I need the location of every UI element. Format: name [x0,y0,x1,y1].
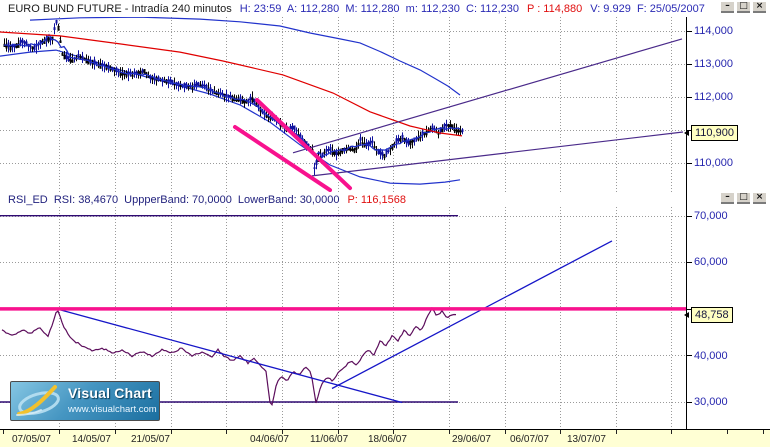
axis-tick [687,262,692,263]
date-tick [115,430,116,434]
axis-tick [687,64,692,65]
title-segment-0: EURO BUND FUTURE - Intradía 240 minutos [8,2,232,15]
rsi-value-marker: 48,758 [691,306,733,323]
price-chart-canvas[interactable] [0,17,686,192]
axis-tick [687,216,692,217]
visual-chart-swoosh-icon [16,385,60,416]
date-tick [171,430,172,434]
price-axis-label: 114,000 [694,25,733,37]
date-label: 18/06/07 [368,434,407,445]
date-tick [59,430,60,434]
title-segment-2: P : 114,880 [527,2,583,15]
date-label: 29/06/07 [452,434,491,445]
date-label: 21/05/07 [131,434,170,445]
axis-tick [687,97,692,98]
date-label: 11/06/07 [310,434,349,445]
date-tick [449,430,450,434]
date-label: 04/06/07 [250,434,289,445]
minimize-button[interactable]: – [721,193,734,204]
magenta-drawn-channel [233,98,352,192]
date-tick [671,430,672,434]
date-label: 13/07/07 [567,434,606,445]
logo-url: www.visualchart.com [68,404,157,415]
date-tick [560,430,561,434]
axis-tick [687,31,692,32]
date-tick [393,430,394,434]
axis-tick [687,355,692,356]
close-button[interactable]: × [753,2,766,13]
minimize-button[interactable]: – [721,2,734,13]
rsi-blue-trendlines [57,240,613,404]
rsi-window-controls: – □ × [721,193,766,204]
visual-chart-logo[interactable]: Visual Chart www.visualchart.com [10,381,160,421]
date-tick [226,430,227,434]
axis-tick [687,130,692,131]
rsi-axis-label: 70,000 [694,209,728,222]
bollinger-upper-band-line [29,17,461,96]
rsi-line [1,306,457,406]
logo-title: Visual Chart [68,385,152,401]
date-tick [505,430,506,434]
price-axis-label: 113,000 [694,58,733,70]
rsi-indicator-title: RSI_ED RSI: 38,4670 UppperBand: 70,0000 … [8,194,414,206]
slow-moving-average-line [0,31,463,137]
axis-tick [687,402,692,403]
fast-moving-average-line [4,33,461,159]
date-tick [282,430,283,434]
axis-tick [687,163,692,164]
purple-trend-channel [292,38,684,177]
rsi-header-bar: RSI_ED RSI: 38,4670 UppperBand: 70,0000 … [0,192,770,207]
date-label: 07/05/07 [12,434,51,445]
date-tick [763,430,764,434]
chart-area: 114,000 113,000 112,000 110,000 70,000 60,000… [0,17,770,430]
last-price-marker: 110,900 [691,125,738,142]
maximize-button[interactable]: □ [737,193,750,204]
date-label: 06/07/07 [510,434,549,445]
last-price-marker-arrow-icon [684,130,689,137]
date-label: 14/05/07 [72,434,111,445]
title-segment-3: V: 9.929 F: 25/05/2007 [590,2,705,15]
rsi-value-marker-arrow-icon [684,311,689,318]
price-gridlines [0,17,686,192]
axis-tick [687,309,692,310]
window-controls: – □ × [721,2,766,13]
close-button[interactable]: × [753,193,766,204]
date-axis: 07/05/07 14/05/07 21/05/07 04/06/07 11/06/07… [0,430,770,447]
rsi-axis-label: 40,000 [694,349,728,362]
rsi-title-segment-0: RSI_ED RSI: 38,4670 UppperBand: 70,0000 … [8,193,340,206]
rsi-axis-label: 30,000 [694,396,728,408]
title-segment-1: H: 23:59 A: 112,280 M: 112,280 m: 112,23… [239,2,519,15]
rsi-title-segment-1: P: 116,1568 [347,193,406,206]
date-tick [338,430,339,434]
chart-title: EURO BUND FUTURE - Intradía 240 minutos H… [8,3,713,15]
chart-title-bar: EURO BUND FUTURE - Intradía 240 minutos H… [0,0,770,17]
rsi-axis-label: 60,000 [694,256,728,269]
price-axis-label: 112,000 [694,91,733,103]
date-tick [616,430,617,434]
date-tick [3,430,4,434]
maximize-button[interactable]: □ [737,2,750,13]
date-tick [727,430,728,434]
price-axis-label: 110,000 [694,157,733,169]
value-axis-column: 114,000 113,000 112,000 110,000 70,000 60,000… [684,17,770,429]
